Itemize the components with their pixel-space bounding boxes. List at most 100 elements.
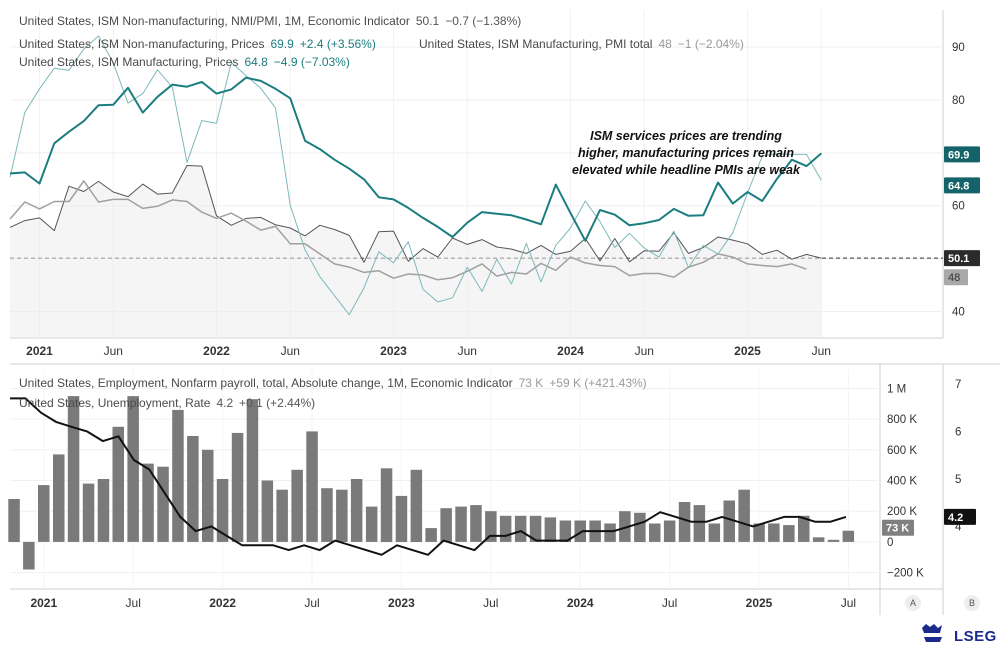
payroll-bar bbox=[276, 489, 288, 542]
bottom-x-tick-label: Jul bbox=[662, 596, 677, 610]
top-y-tick-label: 80 bbox=[952, 95, 965, 107]
payroll-bar bbox=[604, 523, 616, 542]
payroll-bar bbox=[216, 479, 229, 542]
payroll-bar bbox=[202, 449, 214, 542]
payroll-bar bbox=[231, 432, 244, 542]
bottom-panel-x-ticks: 2021 Jul 2022 Jul 2023 Jul 2024 Jul 2025 Jul bbox=[30, 596, 856, 610]
payroll-bar bbox=[559, 520, 572, 542]
payroll-bar bbox=[693, 505, 706, 542]
price-label-ism-prices: 64.8 bbox=[948, 180, 969, 192]
legend-ism-prices[interactable]: United States, ISM Manufacturing, Prices… bbox=[19, 55, 350, 69]
payroll-bar bbox=[440, 508, 452, 542]
price-label-unemployment-bg bbox=[944, 508, 976, 525]
payroll-bar bbox=[395, 495, 408, 542]
bottom-right-y-tick-label: 4 bbox=[955, 521, 962, 533]
top-x-tick-label: 2021 bbox=[26, 344, 53, 358]
bottom-x-tick-label: Jul bbox=[841, 596, 856, 610]
price-label-unemployment: 4.2 bbox=[948, 512, 963, 524]
price-labels: 69.9 64.8 50.1 48 73 K 4.2 bbox=[882, 146, 980, 536]
payroll-bar bbox=[514, 515, 527, 542]
price-label-nmi-prices: 69.9 bbox=[948, 149, 969, 161]
payroll-bar bbox=[291, 469, 303, 542]
payroll-bar bbox=[663, 520, 676, 542]
payroll-bar bbox=[97, 479, 110, 542]
legend-nonfarm-payroll[interactable]: United States, Employment, Nonfarm payro… bbox=[19, 376, 647, 390]
payroll-bar bbox=[753, 523, 765, 542]
bottom-panel-y-ticks: 1 M 800 K 600 K 400 K 200 K 0 −200 K 4 5 6 7 bbox=[887, 379, 962, 579]
brand-name: LSEG bbox=[954, 628, 997, 645]
bottom-left-y-tick-label: 800 K bbox=[887, 414, 917, 426]
scale-button-b-bg[interactable] bbox=[964, 595, 980, 611]
scale-button-a-label[interactable]: A bbox=[910, 598, 916, 608]
price-label-ism-prices-bg bbox=[944, 177, 980, 194]
scale-button-a[interactable]: A bbox=[905, 595, 921, 611]
bottom-left-y-tick-label: −200 K bbox=[887, 568, 924, 580]
payroll-bar bbox=[574, 520, 586, 542]
series-line-ism-non-manufacturing-pmi bbox=[9, 165, 822, 263]
payroll-bar bbox=[38, 485, 50, 542]
bottom-right-y-tick-label: 5 bbox=[955, 474, 961, 486]
payroll-bar bbox=[425, 528, 437, 542]
legend-nmi-pmi[interactable]: United States, ISM Non-manufacturing, NM… bbox=[19, 14, 521, 28]
payroll-bar bbox=[336, 489, 348, 542]
payroll-bar bbox=[634, 512, 646, 542]
bottom-x-tick-label: 2024 bbox=[567, 596, 594, 610]
payroll-bar bbox=[53, 454, 65, 542]
top-x-tick-label: Jun bbox=[812, 344, 831, 358]
series-line-ism-non-manufacturing-prices bbox=[9, 76, 822, 242]
bottom-left-y-tick-label: 400 K bbox=[887, 476, 917, 488]
price-label-payroll: 73 K bbox=[886, 523, 909, 535]
bottom-legend: United States, Employment, Nonfarm payro… bbox=[19, 376, 647, 410]
scale-button-b[interactable]: B bbox=[964, 595, 980, 611]
payroll-bar bbox=[112, 426, 124, 542]
bottom-left-y-tick-label: 600 K bbox=[887, 445, 917, 457]
payroll-bar bbox=[738, 489, 750, 542]
top-panel-x-ticks: 2021 Jun 2022 Jun 2023 Jun 2024 Jun 2025 Jun bbox=[26, 344, 831, 358]
price-label-payroll-bg bbox=[882, 519, 914, 536]
payroll-bar bbox=[529, 515, 542, 542]
payroll-bar bbox=[261, 480, 274, 542]
top-y-tick-label: 40 bbox=[952, 307, 965, 319]
payroll-bar bbox=[619, 511, 631, 542]
payroll-bar bbox=[157, 466, 169, 542]
payroll-bar bbox=[783, 525, 795, 542]
payroll-bar bbox=[187, 436, 199, 542]
price-label-ism-pmi-bg bbox=[944, 269, 968, 286]
legend-ism-pmi[interactable]: United States, ISM Manufacturing, PMI to… bbox=[419, 37, 744, 51]
payroll-bar bbox=[410, 469, 423, 542]
payroll-bar bbox=[842, 530, 855, 542]
payroll-bar bbox=[142, 463, 154, 542]
scale-button-a-bg[interactable] bbox=[905, 595, 921, 611]
bottom-panel-series bbox=[8, 396, 855, 570]
legend-nmi-prices[interactable]: United States, ISM Non-manufacturing, Pr… bbox=[19, 37, 376, 51]
payroll-bar bbox=[380, 468, 393, 542]
price-label-nmi-pmi-bg bbox=[944, 250, 980, 267]
top-y-tick-label: 90 bbox=[952, 42, 965, 54]
top-x-tick-label: Jun bbox=[458, 344, 477, 358]
top-x-tick-label: Jun bbox=[104, 344, 123, 358]
scale-button-b-label[interactable]: B bbox=[969, 598, 975, 608]
annotation-line-2: higher, manufacturing prices remain bbox=[578, 146, 794, 160]
payroll-bar bbox=[768, 523, 780, 542]
annotation-line-1: ISM services prices are trending bbox=[590, 129, 782, 143]
payroll-bar bbox=[82, 483, 95, 542]
payroll-bar bbox=[23, 541, 35, 570]
price-label-nmi-prices-bg bbox=[944, 146, 980, 163]
bottom-x-tick-label: 2023 bbox=[388, 596, 415, 610]
bottom-left-y-tick-label: 200 K bbox=[887, 506, 917, 518]
lseg-logo: LSEG bbox=[922, 624, 997, 645]
legend-unemployment-rate[interactable]: United States, Unemployment, Rate 4.2 +0.1… bbox=[19, 396, 315, 410]
top-panel-series bbox=[9, 35, 943, 338]
payroll-bar bbox=[455, 506, 467, 542]
lseg-logo-icon bbox=[922, 624, 942, 642]
top-x-tick-label: Jun bbox=[635, 344, 654, 358]
payroll-bar bbox=[172, 409, 184, 542]
bottom-x-tick-label: 2025 bbox=[746, 596, 773, 610]
payroll-bar bbox=[827, 539, 840, 542]
bottom-right-y-tick-label: 6 bbox=[955, 427, 961, 439]
payroll-bar bbox=[67, 396, 80, 542]
nmi-pmi-area bbox=[10, 165, 822, 338]
top-x-tick-label: 2024 bbox=[557, 344, 584, 358]
top-x-tick-label: 2025 bbox=[734, 344, 761, 358]
